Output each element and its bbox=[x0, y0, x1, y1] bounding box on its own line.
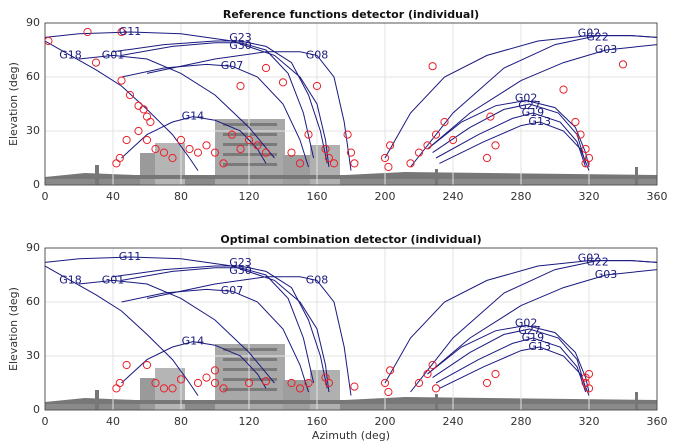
x-tick-label: 120 bbox=[239, 415, 260, 428]
x-tick-label: 200 bbox=[375, 415, 396, 428]
track-label: G30 bbox=[229, 39, 252, 52]
track-label: G30 bbox=[229, 264, 252, 277]
track-label: G18 bbox=[59, 48, 82, 61]
track-label: G22 bbox=[586, 31, 609, 44]
x-tick-label: 320 bbox=[579, 415, 600, 428]
x-tick-label: 280 bbox=[511, 415, 532, 428]
x-tick-label: 320 bbox=[579, 190, 600, 203]
y-tick-label: 0 bbox=[33, 178, 40, 191]
track-label: G11 bbox=[119, 250, 142, 263]
track-label: G07 bbox=[221, 59, 244, 72]
x-tick-label: 200 bbox=[375, 190, 396, 203]
track-label: G14 bbox=[182, 110, 205, 123]
figure: 0 40 80 120 160 200 240 280 320 360 0 30 60 90 Referen… bbox=[0, 0, 683, 442]
track-label: G07 bbox=[221, 284, 244, 297]
x-axis-label: Azimuth (deg) bbox=[312, 429, 390, 442]
y-axis-label: Elevation (deg) bbox=[7, 62, 20, 146]
x-tick-label: 240 bbox=[443, 415, 464, 428]
y-axis-label: Elevation (deg) bbox=[7, 287, 20, 371]
plot-area bbox=[45, 23, 657, 185]
y-tick-label: 0 bbox=[33, 403, 40, 416]
track-label: G01 bbox=[102, 273, 125, 286]
x-tick-label: 0 bbox=[42, 190, 49, 203]
track-label: G08 bbox=[306, 273, 329, 286]
y-tick-label: 90 bbox=[26, 241, 40, 254]
track-label: G08 bbox=[306, 48, 329, 61]
y-tick-label: 30 bbox=[26, 124, 40, 137]
chart-title: Optimal combination detector (individual… bbox=[220, 233, 481, 246]
track-label: G03 bbox=[595, 43, 618, 56]
y-tick-label: 60 bbox=[26, 70, 40, 83]
x-tick-label: 160 bbox=[307, 190, 328, 203]
x-tick-label: 0 bbox=[42, 415, 49, 428]
track-label: G18 bbox=[59, 273, 82, 286]
x-tick-label: 360 bbox=[647, 415, 668, 428]
x-tick-label: 120 bbox=[239, 190, 260, 203]
y-tick-label: 30 bbox=[26, 349, 40, 362]
y-tick-label: 90 bbox=[26, 16, 40, 29]
x-tick-label: 280 bbox=[511, 190, 532, 203]
x-tick-label: 360 bbox=[647, 190, 668, 203]
track-label: G13 bbox=[528, 340, 551, 353]
x-tick-label: 80 bbox=[174, 415, 188, 428]
track-label: G22 bbox=[586, 256, 609, 269]
panel: 0 40 80 120 160 200 240 280 320 360 0 30 60 90 Referen… bbox=[7, 8, 668, 203]
panel: 0 40 80 120 160 200 240 280 320 360 0 30 60 90 Optimal… bbox=[7, 233, 668, 442]
track-label: G03 bbox=[595, 268, 618, 281]
x-tick-label: 240 bbox=[443, 190, 464, 203]
x-tick-label: 40 bbox=[106, 415, 120, 428]
track-label: G11 bbox=[119, 25, 142, 38]
x-tick-label: 40 bbox=[106, 190, 120, 203]
track-label: G14 bbox=[182, 335, 205, 348]
x-tick-label: 160 bbox=[307, 415, 328, 428]
track-label: G13 bbox=[528, 115, 551, 128]
chart-title: Reference functions detector (individual… bbox=[223, 8, 479, 21]
track-label: G01 bbox=[102, 48, 125, 61]
y-tick-label: 60 bbox=[26, 295, 40, 308]
x-tick-label: 80 bbox=[174, 190, 188, 203]
